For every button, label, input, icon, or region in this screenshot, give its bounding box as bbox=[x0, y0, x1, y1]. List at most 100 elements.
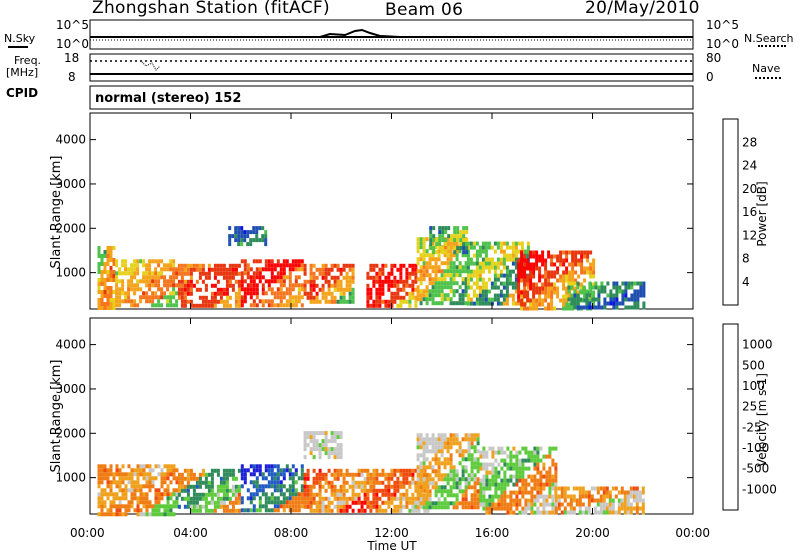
power-cell bbox=[381, 263, 385, 268]
power-cell bbox=[201, 271, 205, 276]
power-cell bbox=[419, 297, 423, 302]
velocity-cell bbox=[384, 500, 388, 505]
power-cell bbox=[312, 299, 316, 304]
velocity-cell bbox=[151, 484, 155, 489]
velocity-cell bbox=[118, 484, 122, 489]
velocity-cell bbox=[222, 488, 226, 493]
power-cell bbox=[462, 250, 466, 255]
power-cell bbox=[169, 295, 173, 300]
power-cell bbox=[603, 289, 607, 294]
power-cell bbox=[243, 295, 247, 300]
velocity-cell bbox=[524, 478, 528, 483]
velocity-cell bbox=[443, 441, 447, 446]
power-cell bbox=[526, 249, 530, 254]
power-cell bbox=[559, 278, 563, 283]
velocity-cell bbox=[139, 500, 143, 505]
power-cell bbox=[419, 273, 423, 278]
power-cell bbox=[514, 249, 518, 254]
velocity-cell bbox=[219, 496, 223, 501]
power-cell bbox=[475, 285, 479, 290]
power-cell bbox=[517, 262, 521, 267]
velocity-cell bbox=[175, 468, 179, 473]
velocity-cell bbox=[306, 435, 310, 440]
velocity-cell bbox=[163, 472, 167, 477]
velocity-cell bbox=[237, 508, 241, 513]
velocity-cell bbox=[357, 472, 361, 477]
power-cell bbox=[496, 293, 500, 298]
velocity-cell bbox=[473, 481, 477, 486]
power-cell bbox=[636, 281, 640, 286]
freq-left-tick-bottom: 8 bbox=[68, 70, 76, 84]
velocity-cell bbox=[231, 504, 235, 509]
power-cell bbox=[580, 266, 584, 271]
velocity-cell bbox=[154, 488, 158, 493]
velocity-cell bbox=[437, 461, 441, 466]
power-cell bbox=[481, 249, 485, 254]
power-cell bbox=[121, 263, 125, 268]
power-cell bbox=[97, 250, 101, 254]
power-cell bbox=[591, 297, 595, 302]
power-cell bbox=[408, 291, 412, 296]
power-cell bbox=[517, 282, 521, 287]
velocity-cell bbox=[145, 496, 149, 501]
velocity-cell bbox=[291, 504, 295, 509]
power-cell bbox=[565, 302, 569, 307]
velocity-cell bbox=[530, 474, 534, 479]
power-cell bbox=[571, 270, 575, 275]
power-cell bbox=[309, 287, 313, 292]
power-cell bbox=[472, 261, 476, 266]
velocity-cell bbox=[408, 484, 412, 489]
velocity-cell bbox=[425, 489, 429, 494]
power-cell bbox=[630, 285, 634, 290]
power-cell bbox=[207, 303, 211, 308]
velocity-cell bbox=[491, 450, 495, 455]
velocity-cell bbox=[608, 502, 612, 507]
velocity-cell bbox=[533, 454, 537, 459]
power-cell bbox=[375, 275, 379, 280]
power-cell bbox=[547, 302, 551, 307]
velocity-cell bbox=[518, 510, 522, 515]
velocity-cell bbox=[482, 462, 486, 467]
power-cell bbox=[440, 269, 444, 274]
power-cell bbox=[526, 306, 530, 311]
velocity-cell bbox=[160, 496, 164, 501]
velocity-cell bbox=[384, 508, 388, 513]
power-cell bbox=[234, 263, 238, 268]
x-tick-label: 12:00 bbox=[374, 526, 409, 540]
velocity-cell bbox=[357, 508, 361, 513]
power-cell bbox=[493, 297, 497, 302]
velocity-cell bbox=[189, 508, 193, 513]
velocity-cell bbox=[249, 464, 253, 469]
velocity-cell bbox=[294, 500, 298, 505]
velocity-cell bbox=[584, 506, 588, 511]
power-cell bbox=[437, 289, 441, 294]
power-cell bbox=[603, 285, 607, 290]
velocity-cell bbox=[258, 500, 262, 505]
power-cell bbox=[591, 285, 595, 290]
power-cell bbox=[592, 294, 596, 299]
power-cell bbox=[565, 294, 569, 299]
velocity-cell bbox=[402, 504, 406, 509]
velocity-cell bbox=[136, 496, 140, 501]
power-cell bbox=[547, 286, 551, 291]
velocity-cell bbox=[375, 496, 379, 501]
power-cell bbox=[461, 289, 465, 294]
power-cell bbox=[157, 263, 161, 268]
velocity-cell bbox=[351, 492, 355, 497]
velocity-cell bbox=[366, 476, 370, 481]
velocity-cell bbox=[312, 443, 316, 448]
velocity-cell bbox=[133, 484, 137, 489]
velocity-cell bbox=[273, 496, 277, 501]
power-cell bbox=[523, 282, 527, 287]
velocity-cell bbox=[387, 484, 391, 489]
power-cell bbox=[562, 262, 566, 267]
velocity-cell bbox=[602, 494, 606, 499]
velocity-cell bbox=[572, 506, 576, 511]
velocity-cell bbox=[306, 468, 310, 473]
velocity-cell bbox=[443, 445, 447, 450]
power-cell bbox=[106, 262, 110, 266]
velocity-cell bbox=[330, 488, 334, 493]
velocity-cell bbox=[554, 486, 558, 491]
velocity-cell bbox=[151, 480, 155, 485]
velocity-cell bbox=[204, 504, 208, 509]
